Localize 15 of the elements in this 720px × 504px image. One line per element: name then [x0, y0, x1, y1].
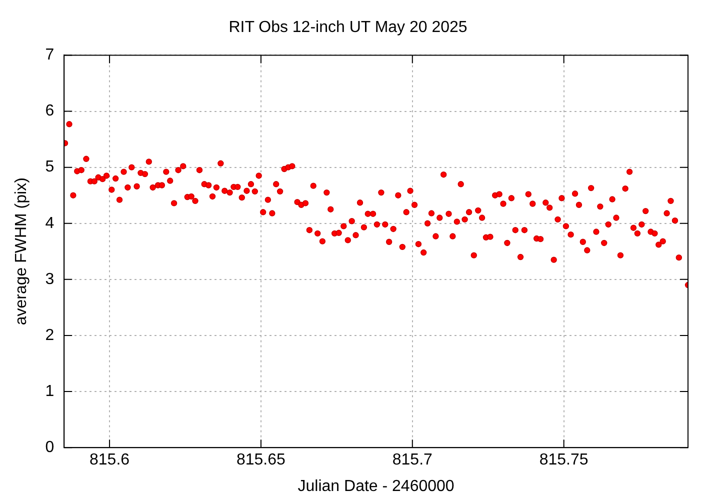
y-tick-label: 0 [45, 439, 54, 456]
y-tick-label: 7 [45, 46, 54, 64]
x-axis-title: Julian Date - 2460000 [298, 478, 454, 495]
y-tick-label: 1 [45, 382, 54, 400]
y-tick-label: 4 [45, 214, 54, 232]
x-tick-label: 815.6 [90, 452, 130, 469]
x-tick-label: 815.65 [236, 452, 286, 469]
y-axis-title: average FWHM (pix) [13, 178, 30, 326]
y-tick-label: 2 [45, 326, 54, 344]
y-tick-label: 3 [45, 270, 54, 288]
chart-title: RIT Obs 12-inch UT May 20 2025 [228, 19, 468, 36]
y-tick-label: 5 [45, 158, 54, 176]
x-tick-label: 815.75 [539, 452, 588, 469]
x-tick-label: 815.7 [392, 452, 433, 469]
y-tick-label: 6 [45, 102, 54, 120]
